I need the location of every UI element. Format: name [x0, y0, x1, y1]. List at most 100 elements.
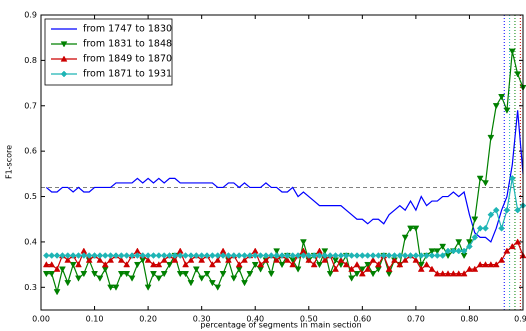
point — [342, 252, 350, 259]
point — [508, 175, 516, 182]
point — [80, 252, 88, 259]
point — [139, 252, 147, 259]
point — [257, 261, 265, 268]
point — [310, 252, 318, 259]
point — [364, 265, 372, 272]
point — [417, 261, 425, 269]
point — [348, 252, 355, 259]
point — [96, 275, 104, 282]
point — [214, 252, 222, 259]
point — [48, 261, 56, 268]
point — [433, 248, 441, 255]
point — [69, 252, 77, 259]
x-tick-label: 0.00 — [32, 315, 50, 324]
point — [155, 261, 163, 268]
point — [471, 234, 479, 241]
point — [417, 265, 425, 272]
point — [396, 261, 404, 268]
point — [364, 252, 372, 259]
y-axis-label: F1-score — [5, 145, 14, 179]
point — [433, 270, 441, 277]
point — [176, 271, 184, 278]
y-tick-label: 0.4 — [24, 237, 37, 246]
y-tick-label: 0.6 — [24, 147, 37, 156]
point — [487, 261, 495, 268]
point — [374, 261, 382, 268]
point — [166, 252, 173, 259]
point — [385, 252, 393, 259]
y-tick-label: 0.7 — [24, 101, 37, 110]
x-tick-label: 0.60 — [353, 315, 371, 324]
point — [160, 256, 168, 263]
point — [299, 239, 307, 246]
point — [96, 252, 104, 259]
point — [75, 275, 82, 282]
point — [150, 261, 157, 268]
x-tick-label: 0.50 — [300, 315, 318, 324]
point — [417, 252, 425, 259]
point — [91, 271, 98, 278]
point — [460, 270, 468, 277]
point — [385, 265, 393, 272]
point — [107, 284, 115, 291]
point — [460, 247, 468, 255]
point — [466, 265, 473, 272]
point — [412, 252, 420, 259]
point — [273, 252, 280, 259]
point — [401, 234, 409, 241]
point — [326, 252, 334, 259]
point — [498, 224, 505, 232]
point — [235, 261, 243, 268]
point — [337, 256, 345, 263]
x-tick-label: 0.70 — [407, 315, 425, 324]
point — [321, 248, 329, 255]
point — [53, 252, 61, 259]
point — [208, 261, 216, 268]
point — [176, 252, 184, 259]
point — [64, 252, 72, 259]
point — [262, 252, 270, 259]
point — [64, 280, 72, 287]
point — [171, 256, 179, 263]
point — [241, 252, 248, 259]
point — [342, 261, 350, 268]
point — [144, 252, 152, 259]
point — [455, 247, 463, 255]
point — [407, 225, 414, 232]
point — [203, 271, 211, 278]
point — [182, 252, 189, 259]
point — [209, 252, 216, 259]
point — [241, 256, 248, 263]
point — [69, 261, 77, 269]
point — [214, 256, 222, 263]
point — [133, 261, 141, 269]
point — [225, 256, 232, 263]
point — [492, 206, 500, 214]
point — [278, 252, 286, 259]
point — [444, 247, 452, 255]
point — [117, 271, 125, 278]
point — [348, 275, 356, 282]
point — [326, 271, 334, 278]
point — [380, 252, 388, 259]
point — [353, 261, 361, 268]
point — [150, 271, 157, 278]
point — [337, 252, 345, 259]
point — [198, 256, 206, 263]
point — [284, 252, 291, 259]
point — [305, 252, 313, 259]
y-tick-label: 0.5 — [24, 192, 37, 201]
point — [85, 256, 93, 263]
point — [128, 252, 136, 259]
point — [498, 256, 506, 263]
point — [58, 266, 66, 273]
point — [160, 252, 168, 259]
point — [257, 266, 265, 273]
point — [503, 107, 511, 114]
point — [476, 175, 484, 182]
point — [423, 261, 431, 268]
point — [144, 256, 152, 263]
point — [251, 252, 259, 259]
point — [369, 256, 377, 263]
point — [60, 41, 68, 48]
